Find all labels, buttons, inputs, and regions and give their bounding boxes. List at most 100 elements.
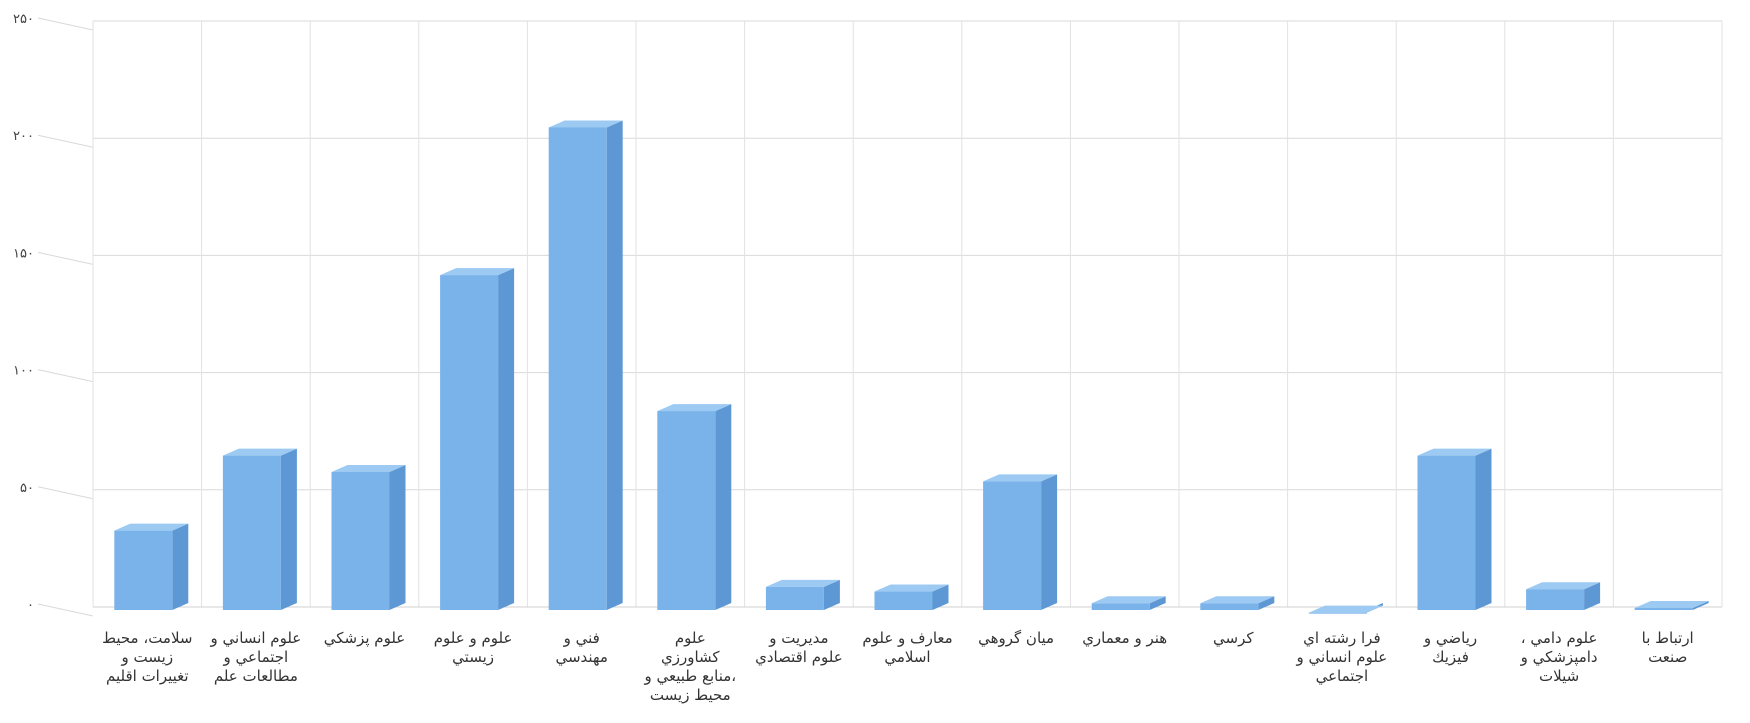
bar-top [440,268,515,276]
gridline-slant [37,251,94,265]
x-category-label-line: تغييرات اقليم [106,667,189,685]
x-category-label-line: صنعت [1648,648,1687,666]
bar-front [1526,589,1585,610]
bar-front [331,472,390,610]
x-category-label-line: علوم انساني و [210,629,302,648]
bar-top [1308,605,1383,613]
x-category-label: علوم پزشكي [324,629,406,648]
x-category-label-line: زيستي [452,648,494,667]
x-category-label-line: علوم و علوم [434,629,513,647]
x-category-label-line: علوم انساني و [1296,648,1388,667]
x-category-label-line: علوم پزشكي [324,629,406,648]
x-category-label: علوم و علوم زيستي [434,629,513,667]
bar [765,579,840,610]
bar-front [765,586,824,610]
bar-side [172,523,189,610]
bar-top [657,404,732,412]
bar [657,404,732,610]
bar-side [823,579,840,610]
bar-side [389,465,406,610]
bar-side [606,120,623,610]
x-category-label: سلامت، محيط زيست و تغييرات اقليم [102,629,192,685]
x-category-label: علوم كشاورزي ،منابع طبيعي و محيط زيست [643,629,736,704]
bar [440,268,515,610]
gridline-slant [37,603,94,617]
bar [331,465,406,610]
bar-front [548,127,607,610]
x-category-label-line: زيست و [121,648,174,666]
bar-top [1091,596,1166,604]
x-category-label: علوم انساني و اجتماعي و مطالعات علم [210,629,302,685]
x-category-label-line: دامپزشكي و [1520,648,1598,667]
bar-top [331,465,406,473]
bar-side [1475,448,1492,610]
bar-top [548,120,623,128]
y-tick-label: ۱۰۰ [13,364,34,379]
x-category-label: ميان گروهي [978,629,1054,648]
x-category-label-line: مطالعات علم [214,667,298,685]
bar-side [1258,596,1275,610]
bar-front [1091,603,1150,610]
bar-top [765,579,840,587]
x-category-label-line: كرسي [1213,629,1254,648]
bar [874,584,949,610]
bar-side [280,448,297,610]
y-tick-label: ۲۵۰ [13,12,34,27]
bar-front [1634,607,1693,610]
bar-front [1417,455,1476,610]
x-category-label-line: علوم اقتصادي [755,648,843,667]
x-category-label-line: معارف و علوم [862,629,952,647]
bar-front [1200,603,1259,610]
x-category-label-line: ارتباط با [1642,629,1694,647]
x-category-label-line: ميان گروهي [978,629,1054,648]
gridline-slant [37,134,94,148]
gridline-slant [37,17,94,31]
bar [1091,596,1166,610]
x-category-label-line: سلامت، محيط [102,629,192,647]
x-category-label-line: فني و [563,629,600,648]
x-category-label-line: مهندسي [555,648,607,667]
bar [1417,448,1492,610]
bars [114,120,1709,614]
gridline-slant [37,486,94,500]
y-axis-ticks: ۰ ۵۰ ۱۰۰ ۱۵۰ ۲۰۰ ۲۵۰ [13,12,34,613]
gridline-slant [37,369,94,383]
bar [1200,596,1275,610]
bar [222,448,297,610]
x-category-label-line: رياضي و [1423,629,1477,648]
bar-side [932,584,949,610]
bar-front [1308,612,1367,614]
x-category-label-line: فيزيك [1432,648,1469,666]
bar-front [983,481,1042,610]
bar-front [874,591,933,610]
bar-top [114,523,189,531]
bar-top [222,448,297,456]
bar-top [1200,596,1275,604]
bar [983,474,1058,610]
bar-top [874,584,949,592]
x-category-label-line: مديريت و [768,629,828,647]
x-category-label: كرسي [1213,629,1254,648]
x-category-label: رياضي و فيزيك [1423,629,1477,666]
x-category-label: ارتباط با صنعت [1642,629,1694,666]
x-category-label-line: اسلامي [884,648,930,667]
bar-side [1584,582,1601,610]
x-category-label: مديريت و علوم اقتصادي [755,629,843,667]
x-category-label-line: كشاورزي [661,648,720,667]
y-tick-label: ۱۵۰ [13,246,34,261]
bar-side [1149,596,1166,610]
x-category-label-line: ،منابع طبيعي و [643,667,736,686]
bar-top [1634,600,1709,608]
bar-side [498,268,515,610]
x-category-label-line: فرا رشته اي [1303,629,1380,648]
x-category-label-line: علوم [675,629,706,647]
x-category-label-line: محيط زيست [650,686,731,704]
bar [1634,600,1709,610]
x-category-label-line: اجتماعي و [223,648,289,667]
x-category-label: فرا رشته اي علوم انساني و اجتماعي [1296,629,1388,686]
y-tick-label: ۰ [27,598,34,613]
bar-front [114,530,173,610]
x-category-label-line: علوم دامي ، [1521,629,1598,648]
x-category-label-line: شيلات [1539,667,1579,685]
